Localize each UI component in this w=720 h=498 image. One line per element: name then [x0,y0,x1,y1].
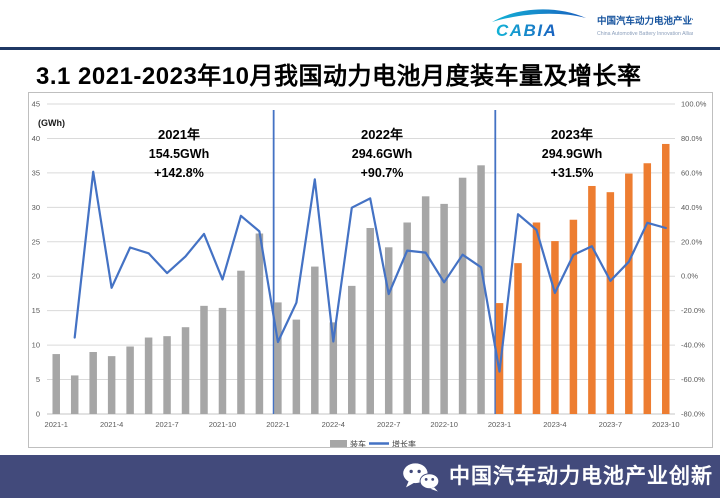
x-axis-tick-label: 2021-7 [155,420,178,429]
annotation-year: 2023年 [551,127,593,142]
right-axis-tick-label: -20.0% [681,306,705,315]
left-axis-tick-label: 25 [32,237,40,246]
legend-bar-swatch [330,440,347,447]
logo-org-name-cn: 中国汽车动力电池产业创新联盟 [597,15,693,27]
installation-bar [218,307,227,414]
installation-bar [89,352,97,414]
x-axis-tick-label: 2023-7 [599,420,622,429]
installation-bar [569,219,578,414]
installation-bar [662,143,670,414]
installation-bar [421,196,430,414]
page-title: 3.1 2021-2023年10月我国动力电池月度装车量及增长率 [36,63,642,90]
right-axis-tick-label: -40.0% [681,341,705,350]
installation-bar [477,165,485,414]
logo-org-name-en: China Automotive Battery Innovation Alli… [597,31,693,37]
installation-bar [200,305,208,414]
installation-bar [329,322,338,414]
x-axis-tick-label: 2022-7 [377,420,400,429]
battery-installation-chart: 45 40 35 30 25 20 15 10 5 0 100.0% 80.0% 60.0% 40.0% 2… [32,100,707,447]
chart-panel: 45 40 35 30 25 20 15 10 5 0 100.0% 80.0% 60.0% 40.0% 2… [28,92,713,448]
growth-rate-line [73,170,667,373]
header-divider [0,47,720,50]
cabia-logo-text: CABIA [496,21,557,40]
installation-bar [625,173,633,414]
legend-line-label: 增长率 [392,439,416,447]
installation-bar [107,356,116,414]
cabia-swoosh-icon [492,9,586,22]
annotation-year: 2021年 [158,127,200,142]
left-axis-tick-label: 20 [32,272,40,281]
left-axis-tick-label: 15 [32,306,40,315]
x-axis-tick-label: 2021-10 [209,420,237,429]
installation-bar [440,203,448,414]
right-axis-tick-label: 60.0% [681,168,703,177]
right-axis-tick-label: 80.0% [681,134,703,143]
left-axis-tick-label: 30 [32,203,40,212]
installation-bar [311,266,319,414]
installation-bar [551,241,559,414]
installation-bar [458,177,467,414]
right-axis-tick-label: 100.0% [681,100,707,109]
installation-bar [514,263,522,414]
right-axis-tick-label: -80.0% [681,410,705,419]
axis-unit-label: (GWh) [38,118,65,128]
installation-bar [643,163,652,414]
installation-bar [366,228,374,414]
x-axis-tick-label: 2022-1 [266,420,289,429]
left-axis-tick-label: 40 [32,134,40,143]
installation-bar [255,233,264,414]
annotation-year: 2022年 [361,127,403,142]
annotation-total: 294.6GWh [352,147,412,161]
legend-bar-label: 装车 [350,439,366,447]
right-axis-tick-label: 40.0% [681,203,703,212]
annotation-total: 294.9GWh [542,147,602,161]
annotation-total: 154.5GWh [149,147,209,161]
left-axis-tick-label: 45 [32,100,40,109]
installation-bar [237,270,245,414]
x-axis-tick-label: 2023-10 [652,420,680,429]
installation-bar [70,375,79,414]
installation-bar [532,222,541,414]
x-axis-tick-label: 2021-1 [45,420,68,429]
left-axis-tick-label: 5 [36,375,40,384]
right-axis-tick-label: 20.0% [681,237,703,246]
installation-bar [163,336,171,414]
right-axis-tick-label: -60.0% [681,375,705,384]
annotation-growth: +31.5% [551,166,594,180]
x-axis-tick-label: 2023-1 [488,420,511,429]
installation-bar [588,185,596,414]
left-axis-tick-label: 35 [32,168,40,177]
left-axis-tick-label: 0 [36,410,40,419]
installation-bar [274,302,282,414]
installation-bar [384,247,393,414]
annotation-growth: +142.8% [154,166,204,180]
installation-bar [606,192,615,414]
x-axis-tick-label: 2022-4 [322,420,345,429]
annotation-growth: +90.7% [361,166,404,180]
header: CABIA 中国汽车动力电池产业创新联盟 China Automotive Ba… [0,0,720,47]
wechat-icon [403,463,440,492]
installation-bar [126,346,134,414]
installation-bar [495,303,504,414]
footer-org-name: 中国汽车动力电池产业创新联盟 [449,465,713,488]
installation-bar [52,354,60,414]
installation-bar [144,337,153,414]
right-axis-tick-label: 0.0% [681,272,698,281]
installation-bar [403,222,411,414]
x-axis-tick-label: 2023-4 [543,420,566,429]
installation-bar [348,285,356,414]
x-axis-tick-label: 2021-4 [100,420,123,429]
installation-bar [181,327,190,414]
x-axis-tick-label: 2022-10 [430,420,458,429]
installation-bar [292,319,301,414]
left-axis-tick-label: 10 [32,341,40,350]
footer: 中国汽车动力电池产业创新联盟 [0,455,720,498]
cabia-logo: CABIA 中国汽车动力电池产业创新联盟 China Automotive Ba… [492,9,693,40]
